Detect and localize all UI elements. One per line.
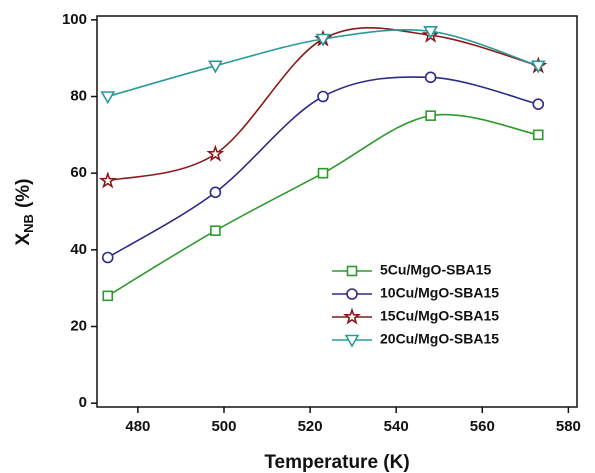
x-axis-title: Temperature (K) — [264, 452, 409, 473]
legend-label: 20Cu/MgO-SBA15 — [380, 331, 499, 347]
marker — [317, 90, 329, 103]
marker — [208, 60, 223, 74]
marker — [423, 26, 439, 39]
marker — [424, 71, 437, 84]
marker — [344, 334, 360, 348]
y-tick-label: 100 — [62, 11, 87, 28]
y-tick-label: 80 — [70, 87, 87, 104]
plot-frame — [96, 15, 578, 408]
marker — [346, 288, 358, 300]
x-tick-label: 540 — [384, 418, 409, 435]
marker — [343, 307, 361, 325]
y-axis-title-sub: NB — [21, 214, 36, 233]
x-tick-label: 500 — [211, 418, 236, 435]
x-tick-label: 520 — [298, 418, 323, 435]
y-axis-title-unit: (%) — [13, 178, 34, 208]
marker — [317, 167, 329, 179]
y-tick-label: 0 — [79, 394, 87, 411]
y-axis-title-main: X — [13, 233, 34, 246]
marker — [209, 186, 222, 199]
legend-label: 10Cu/MgO-SBA15 — [380, 285, 499, 301]
marker — [346, 265, 358, 277]
y-tick-label: 60 — [70, 164, 87, 181]
marker — [532, 129, 544, 141]
x-tick-label: 560 — [470, 418, 495, 435]
marker — [100, 91, 116, 105]
marker — [101, 251, 114, 264]
legend-label: 15Cu/MgO-SBA15 — [380, 308, 499, 324]
series-line — [107, 76, 539, 259]
marker — [425, 110, 436, 121]
legend-label: 5Cu/MgO-SBA15 — [380, 262, 491, 278]
marker — [98, 171, 117, 189]
marker — [102, 290, 114, 302]
y-axis-title: XNB (%) — [13, 178, 36, 245]
marker — [210, 225, 221, 236]
marker — [532, 98, 545, 110]
marker — [530, 60, 546, 74]
marker — [315, 33, 331, 47]
series-line — [107, 26, 539, 182]
y-tick-label: 40 — [70, 241, 87, 258]
x-tick-label: 480 — [125, 418, 150, 435]
x-tick-label: 580 — [556, 418, 581, 435]
y-tick-label: 20 — [70, 317, 87, 334]
marker — [206, 144, 225, 162]
